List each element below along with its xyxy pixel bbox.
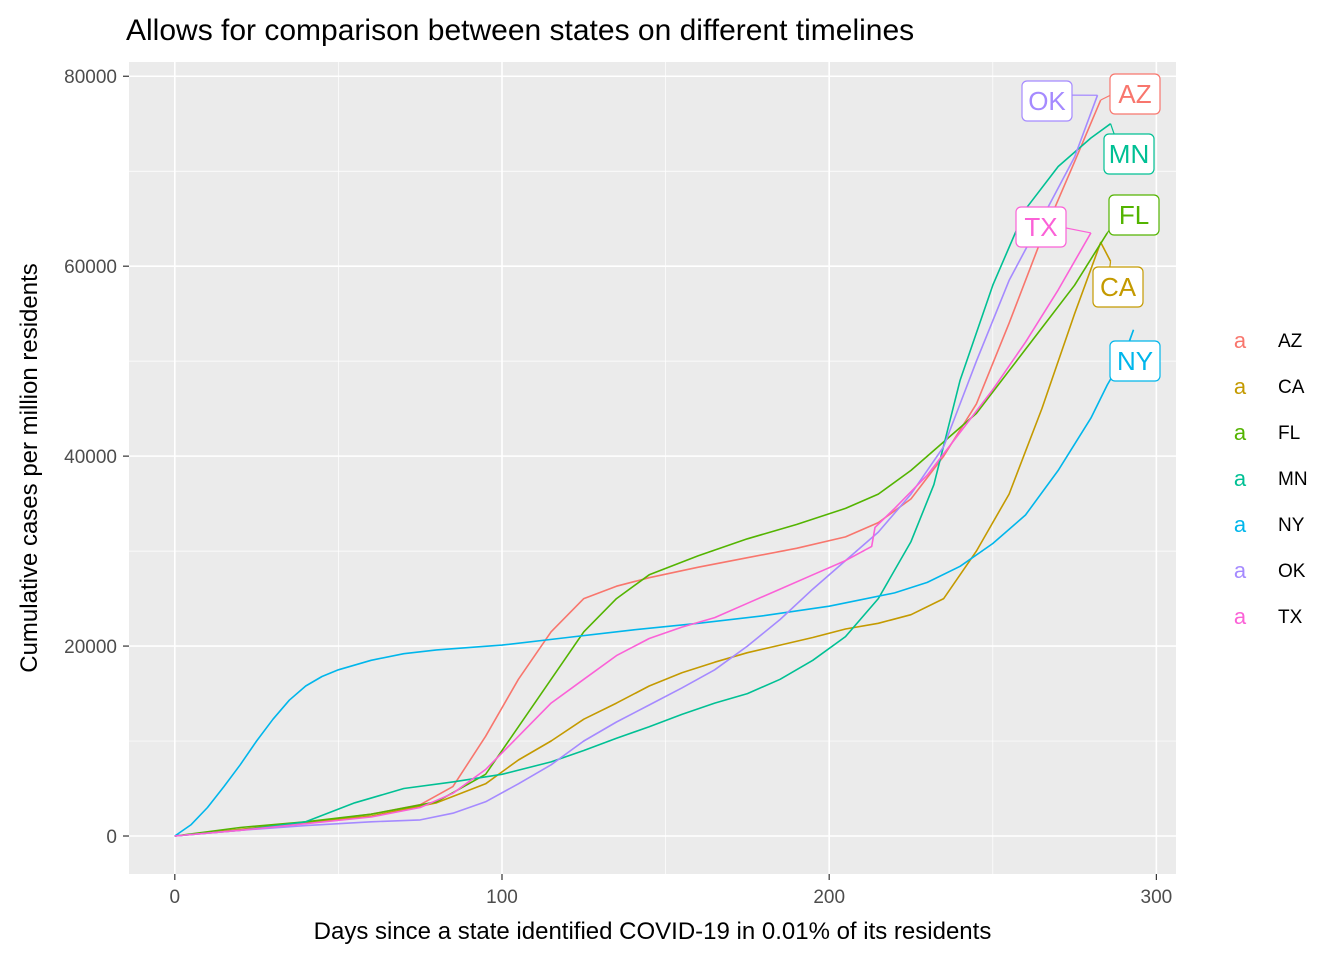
y-tick-label: 20000 [64, 637, 117, 658]
plot-panel [129, 62, 1176, 874]
legend-label: AZ [1278, 331, 1303, 352]
callout-ca: CA [1092, 261, 1144, 308]
callout-box [1108, 194, 1160, 236]
y-tick-label: 40000 [64, 447, 117, 468]
x-tick-label: 0 [170, 887, 181, 908]
callout-label: AZ [1118, 79, 1151, 109]
x-tick-label: 200 [813, 887, 845, 908]
series-lines [174, 94, 1135, 837]
x-tick-label: 300 [1141, 887, 1173, 908]
x-axis-title: Days since a state identified COVID-19 i… [314, 918, 992, 945]
legend-key: a [1234, 374, 1247, 399]
x-axis-ticks: 0 100 200 300 [170, 874, 1173, 908]
legend-item-fl: a FL [1234, 420, 1300, 445]
legend-key: a [1234, 558, 1247, 583]
y-axis-ticks: 0 20000 40000 60000 80000 [64, 67, 129, 848]
legend-item-ok: a OK [1234, 558, 1306, 583]
callout-box [1109, 340, 1161, 382]
legend-item-az: a AZ [1234, 328, 1303, 353]
callout-mn: MN [1103, 123, 1155, 175]
grid-lines [129, 62, 1176, 874]
series-line-ok [174, 94, 1099, 837]
y-tick-label: 80000 [64, 67, 117, 88]
callout-fl: FL [1106, 194, 1160, 236]
legend-item-ny: a NY [1234, 512, 1305, 537]
callout-label: CA [1100, 272, 1137, 302]
legend-key: a [1234, 328, 1247, 353]
callout-ny: NY [1109, 329, 1161, 382]
callout-label: TX [1024, 212, 1057, 242]
legend-label: MN [1278, 469, 1308, 490]
legend: a AZ a CA a FL a MN a NY a OK a TX [1234, 328, 1308, 629]
y-axis-title: Cumulative cases per million residents [16, 263, 43, 673]
legend-key: a [1234, 512, 1247, 537]
callout-tx: TX [1015, 206, 1092, 248]
legend-label: FL [1278, 423, 1300, 444]
callout-label: FL [1119, 200, 1149, 230]
legend-item-ca: a CA [1234, 374, 1305, 399]
legend-key: a [1234, 420, 1247, 445]
callout-ok: OK [1021, 80, 1098, 122]
callout-box [1092, 266, 1144, 308]
callout-label: OK [1028, 86, 1066, 116]
legend-item-mn: a MN [1234, 466, 1308, 491]
callout-box [1021, 80, 1073, 122]
series-line-tx [174, 232, 1092, 837]
callout-label: NY [1117, 346, 1153, 376]
series-callouts: AZ OK MN TX FL CA NY [1015, 73, 1161, 382]
legend-label: CA [1278, 377, 1305, 398]
series-line-ny [174, 329, 1135, 837]
series-line-fl [174, 232, 1108, 837]
legend-label: OK [1278, 561, 1306, 582]
callout-box [1103, 133, 1155, 175]
callout-box [1015, 206, 1067, 248]
callout-label: MN [1109, 139, 1149, 169]
y-tick-label: 60000 [64, 257, 117, 278]
legend-label: NY [1278, 515, 1305, 536]
x-tick-label: 100 [486, 887, 518, 908]
legend-item-tx: a TX [1234, 604, 1303, 629]
series-line-mn [174, 123, 1112, 837]
legend-key: a [1234, 604, 1247, 629]
chart-title: Allows for comparison between states on … [126, 14, 914, 47]
callout-az: AZ [1100, 73, 1161, 115]
legend-key: a [1234, 466, 1247, 491]
callout-box [1109, 73, 1161, 115]
legend-label: TX [1278, 607, 1303, 628]
y-tick-label: 0 [106, 827, 117, 848]
